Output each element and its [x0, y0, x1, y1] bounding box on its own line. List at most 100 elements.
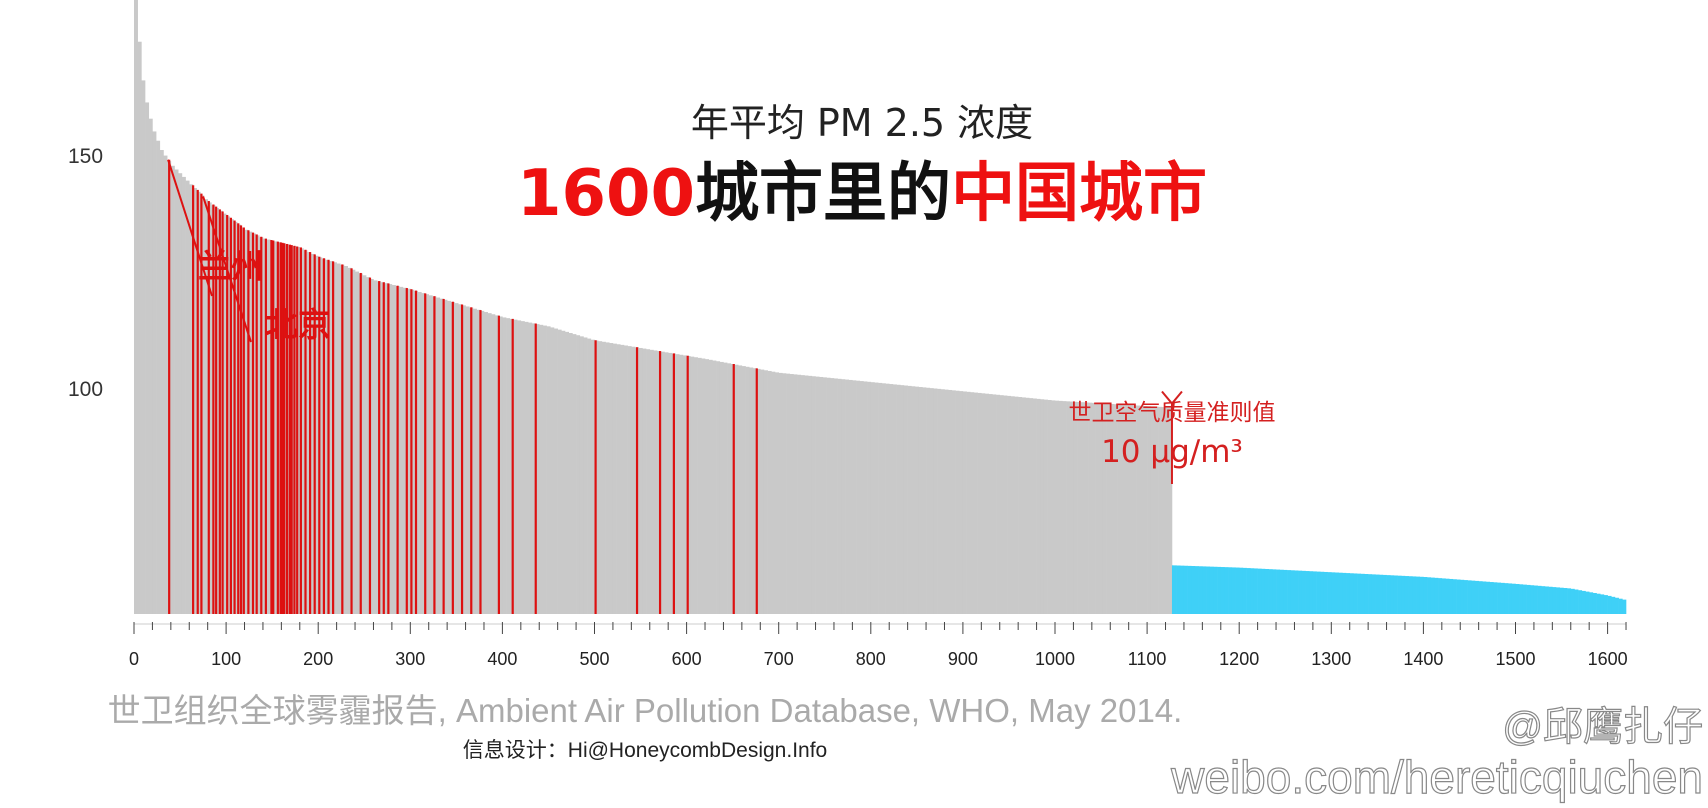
bar-series	[134, 0, 1627, 615]
annotations: 兰州 北京 世卫空气质量准则值 10 µg/m³	[167, 159, 1275, 484]
bar	[1364, 574, 1369, 614]
bar	[465, 306, 470, 614]
bar-china	[226, 214, 229, 614]
bar	[1136, 405, 1141, 614]
x-tick-label: 1300	[1311, 649, 1351, 669]
chart-title: 年平均 PM 2.5 浓度	[691, 101, 1033, 145]
bar	[1110, 403, 1115, 614]
bar	[1102, 403, 1107, 614]
bar	[830, 378, 835, 614]
bar	[903, 385, 908, 614]
bar	[1180, 565, 1185, 614]
bar	[384, 283, 389, 614]
chart-subtitle: 1600城市里的中国城市	[517, 157, 1207, 231]
bar	[970, 392, 975, 614]
bar-china	[168, 159, 171, 614]
bar	[738, 365, 743, 614]
bar	[852, 380, 857, 614]
bar	[1253, 568, 1258, 614]
bar	[752, 368, 757, 614]
bar	[1404, 576, 1409, 614]
design-credit: 信息设计：Hi@HoneycombDesign.Info	[463, 739, 827, 762]
bar	[1143, 405, 1148, 614]
bar	[598, 341, 603, 614]
bar	[1283, 569, 1288, 614]
bar	[1338, 572, 1343, 614]
bar	[447, 300, 452, 614]
bar	[1419, 576, 1424, 614]
bar	[576, 335, 581, 614]
bar	[443, 299, 448, 614]
bar	[741, 366, 746, 614]
bar-china	[279, 242, 282, 614]
bar-china	[200, 193, 203, 614]
bar-china	[212, 204, 215, 614]
bar	[1519, 584, 1524, 614]
bar-china	[322, 258, 326, 614]
bar	[458, 304, 463, 614]
bar	[926, 387, 931, 614]
bar	[1541, 586, 1546, 614]
bar	[929, 388, 934, 614]
bar	[1618, 598, 1623, 614]
bar	[1493, 582, 1498, 614]
bar	[568, 333, 573, 614]
bar	[1025, 397, 1030, 614]
bar-china	[658, 351, 662, 614]
bar	[1379, 574, 1384, 614]
bar	[1382, 574, 1387, 614]
x-tick-label: 500	[579, 649, 609, 669]
bar	[881, 383, 886, 614]
bar	[944, 389, 949, 614]
bar	[1250, 568, 1255, 614]
bar	[653, 350, 658, 614]
bar	[712, 360, 717, 614]
bar	[329, 261, 334, 614]
bar	[542, 325, 547, 614]
bar	[1570, 588, 1575, 614]
bar	[1449, 578, 1454, 614]
x-tick-label: 300	[395, 649, 425, 669]
bar-china	[479, 310, 482, 614]
bar	[1264, 568, 1269, 614]
bar	[826, 377, 831, 614]
bar	[244, 229, 249, 615]
bar	[1386, 575, 1391, 614]
bar-china	[460, 304, 464, 614]
bar	[1239, 567, 1244, 614]
watermark-url: weibo.com/hereticqiuchen	[1170, 751, 1703, 803]
bar	[248, 231, 253, 614]
bar	[1169, 407, 1173, 614]
bar	[1600, 594, 1605, 614]
bar	[1290, 570, 1295, 614]
bar	[590, 339, 595, 614]
bar	[391, 285, 396, 614]
bar	[1276, 569, 1281, 614]
bar	[822, 377, 827, 614]
bar	[951, 390, 956, 614]
bar	[1194, 566, 1199, 614]
bar	[915, 386, 919, 614]
bar	[1066, 401, 1071, 614]
bar	[1294, 570, 1299, 614]
bar	[627, 346, 632, 614]
bar	[1441, 578, 1446, 614]
bar	[1316, 571, 1321, 614]
bar-china	[299, 247, 302, 614]
bar	[174, 169, 179, 614]
bar	[892, 384, 897, 614]
bar-china	[221, 211, 224, 615]
bar	[848, 379, 853, 614]
bar	[579, 336, 584, 614]
bar-china	[405, 288, 408, 614]
source-note: 世卫组织全球雾霾报告, Ambient Air Pollution Databa…	[108, 692, 1183, 729]
bar	[1080, 402, 1085, 614]
bar	[1452, 579, 1457, 614]
bar	[266, 239, 271, 614]
bar	[561, 330, 566, 614]
bar	[760, 369, 765, 614]
bar	[436, 297, 441, 614]
bar	[1390, 575, 1395, 614]
bar	[336, 263, 341, 614]
